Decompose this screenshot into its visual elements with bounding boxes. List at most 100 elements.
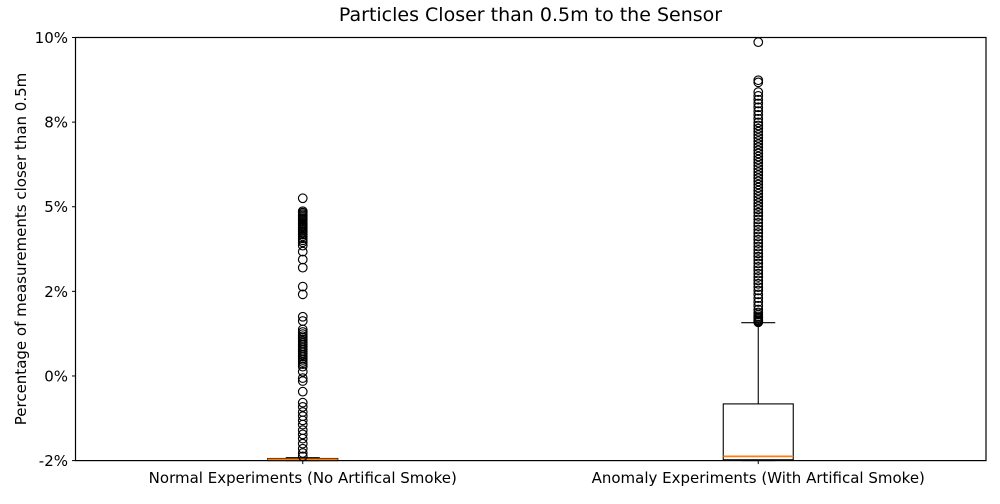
- outlier-point: [753, 120, 764, 131]
- outlier-point: [297, 373, 308, 383]
- y-tick-label: 10%: [35, 29, 68, 47]
- plot-area: -2% 0% 2% 5% 8% 10%: [35, 29, 987, 470]
- x-tick-label-normal: Normal Experiments (No Artifical Smoke): [149, 469, 457, 487]
- outlier-point: [753, 241, 764, 252]
- outlier-point: [297, 397, 308, 408]
- outlier-point: [753, 282, 764, 293]
- outlier-point: [753, 113, 764, 124]
- outlier-point: [753, 182, 764, 193]
- outlier-point: [297, 289, 308, 300]
- outlier-point: [297, 401, 308, 412]
- outlier-point: [753, 285, 764, 296]
- outlier-point: [297, 254, 308, 265]
- outlier-point: [753, 221, 764, 232]
- outlier-point: [753, 136, 764, 146]
- outlier-point: [297, 240, 308, 251]
- outlier-point: [753, 265, 764, 276]
- outlier-point: [753, 258, 764, 269]
- outlier-point: [753, 164, 764, 174]
- outlier-point: [753, 148, 764, 159]
- outlier-point: [753, 185, 764, 196]
- outlier-point: [753, 142, 764, 153]
- outlier-point: [753, 245, 764, 255]
- outlier-point: [297, 311, 308, 322]
- outlier-point: [753, 117, 764, 128]
- outlier-point: [753, 211, 764, 221]
- y-tick-label: 5%: [44, 198, 68, 216]
- outlier-point: [753, 275, 764, 286]
- y-tick-label: 0%: [44, 367, 68, 385]
- outlier-point: [753, 188, 764, 199]
- outlier-point: [753, 151, 764, 162]
- outlier-point: [753, 129, 764, 140]
- outlier-point: [753, 207, 764, 218]
- outlier-point: [297, 433, 308, 444]
- outlier-point: [753, 251, 764, 262]
- outlier-point: [297, 281, 308, 292]
- outlier-point: [297, 419, 308, 430]
- outlier-point: [753, 87, 764, 97]
- outlier-point: [297, 193, 308, 204]
- outlier-point: [753, 102, 764, 113]
- outlier-point: [297, 366, 308, 377]
- outlier-point: [297, 429, 308, 440]
- outlier-point: [297, 386, 308, 397]
- chart-title: Particles Closer than 0.5m to the Sensor: [339, 4, 722, 26]
- outlier-point: [753, 94, 764, 105]
- outlier-point: [753, 106, 764, 116]
- outlier-point: [753, 317, 764, 328]
- outlier-point: [297, 376, 308, 386]
- outlier-point: [753, 198, 764, 208]
- outlier-point: [753, 126, 764, 137]
- outlier-point: [753, 133, 764, 143]
- outlier-point: [297, 246, 308, 257]
- outlier-point: [753, 204, 764, 215]
- outlier-point: [753, 231, 764, 242]
- outlier-point: [753, 278, 764, 289]
- outlier-point: [753, 139, 764, 149]
- outlier-point: [753, 224, 764, 235]
- y-tick-label: 8%: [44, 114, 68, 132]
- outlier-point: [297, 448, 308, 458]
- plot-border: [74, 36, 987, 462]
- outlier-point: [297, 237, 308, 248]
- y-tick-label: -2%: [39, 452, 68, 470]
- y-tick-label: 2%: [44, 283, 68, 301]
- outlier-point: [753, 167, 764, 177]
- outlier-point: [297, 415, 308, 426]
- outlier-point: [297, 443, 308, 454]
- outlier-point: [753, 191, 764, 202]
- outlier-point: [297, 359, 308, 370]
- outlier-point: [753, 255, 764, 265]
- outlier-point: [753, 179, 764, 190]
- outlier-point: [297, 451, 308, 462]
- outlier-point: [753, 160, 764, 171]
- outlier-point: [297, 361, 308, 372]
- x-tick-label-anomaly: Anomaly Experiments (With Artifical Smok…: [592, 469, 925, 487]
- outlier-point: [753, 272, 764, 282]
- outlier-point: [753, 217, 764, 228]
- outlier-point: [753, 195, 764, 205]
- outlier-point: [753, 75, 764, 86]
- outlier-point: [753, 110, 764, 120]
- outlier-point: [297, 262, 308, 273]
- outlier-point: [753, 238, 764, 249]
- outlier-point: [753, 234, 764, 245]
- outlier-point: [753, 157, 764, 168]
- outlier-point: [753, 123, 764, 134]
- outlier-point: [753, 228, 764, 238]
- outlier-point: [753, 170, 764, 181]
- outlier-point: [297, 438, 308, 449]
- outlier-point: [753, 261, 764, 272]
- outlier-point: [753, 297, 764, 307]
- outlier-point: [753, 268, 764, 279]
- outlier-point: [753, 201, 764, 212]
- outlier-point: [753, 37, 764, 48]
- outlier-point: [753, 248, 764, 259]
- outlier-point: [753, 173, 764, 184]
- y-axis-label: Percentage of measurements closer than 0…: [12, 73, 30, 426]
- outlier-point: [753, 154, 764, 165]
- outlier-point: [753, 293, 764, 304]
- outlier-point: [753, 77, 764, 88]
